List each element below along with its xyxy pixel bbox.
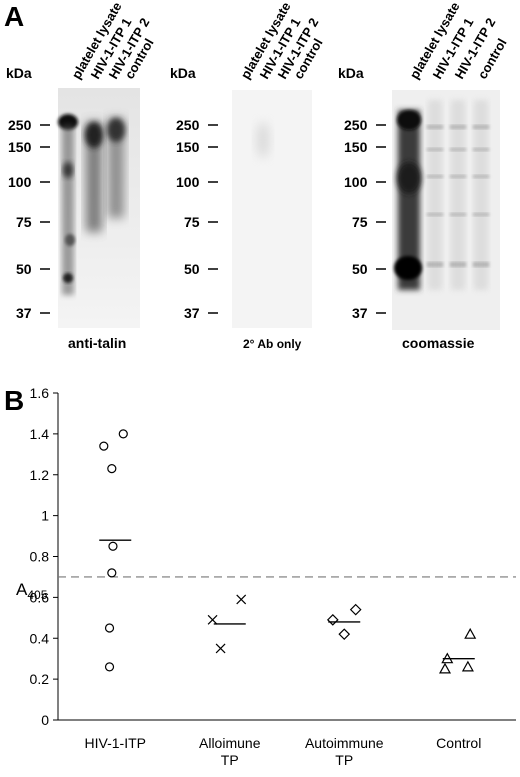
y-axis-label-subscript: 405 (27, 588, 47, 602)
y-tick-label: 0.8 (30, 549, 50, 565)
y-axis-label: A405 (16, 580, 48, 602)
data-point-diamond (338, 628, 351, 641)
data-point-triangle (438, 662, 452, 674)
y-tick-label: 1.6 (30, 385, 50, 401)
panel-a-western-blots: A kDa platelet lysate HIV-1-ITP 1 HIV-1-… (4, 0, 510, 351)
marker-75: 75 (352, 214, 368, 230)
x-category-label: Alloimune TP (199, 735, 261, 768)
data-point-circle (107, 568, 117, 578)
marker-37: 37 (16, 305, 32, 321)
x-category-label-line: HIV-1-ITP (85, 735, 146, 751)
kda-label: kDa (6, 65, 32, 81)
x-category-label-line: TP (221, 752, 239, 768)
y-tick-label: 0 (41, 712, 49, 728)
data-point-x (207, 614, 218, 625)
lane-labels: platelet lysate HIV-1-ITP 1 HIV-1-ITP 2 … (407, 0, 510, 82)
blot-coomassie: kDa platelet lysate HIV-1-ITP 1 HIV-1-IT… (338, 0, 510, 351)
blot-caption-coomassie: coomassie (402, 335, 475, 351)
data-point-circle (104, 623, 115, 633)
mean-lines (99, 539, 475, 660)
blot-caption-anti-talin: anti-talin (68, 335, 126, 351)
lane-labels: platelet lysate HIV-1-ITP 1 HIV-1-ITP 2 … (238, 0, 326, 82)
data-point-circle (107, 464, 117, 474)
marker-250: 250 (176, 117, 200, 133)
y-tick-label: 1.4 (30, 426, 50, 442)
marker-150: 150 (176, 139, 200, 155)
marker-50: 50 (352, 261, 368, 277)
blot-secondary-only: kDa platelet lysate HIV-1-ITP 1 HIV-1-IT… (170, 0, 326, 351)
data-points (99, 429, 477, 674)
panel-b-scatter-chart: B A405 0 0.2 0.4 0.6 0.8 1 1.2 1.4 1.6 HIV-1-ITP… (4, 385, 516, 768)
data-point-diamond (326, 614, 339, 626)
x-category-label-line: Control (436, 735, 481, 751)
kda-label: kDa (170, 65, 196, 81)
blot-membrane (232, 90, 312, 328)
y-ticks: 0 0.2 0.4 0.6 0.8 1 1.2 1.4 1.6 (30, 385, 58, 728)
y-tick-label: 0.6 (30, 589, 50, 605)
data-point-circle (108, 541, 118, 551)
x-category-label: Control (436, 735, 481, 751)
marker-150: 150 (8, 139, 32, 155)
panel-b-letter: B (4, 385, 24, 416)
kda-label: kDa (338, 65, 364, 81)
marker-75: 75 (184, 214, 200, 230)
data-point-x (236, 594, 247, 605)
marker-100: 100 (344, 174, 368, 190)
data-point-circle (99, 441, 109, 451)
x-category-label: HIV-1-ITP (85, 735, 146, 751)
y-tick-label: 1.2 (30, 467, 50, 483)
marker-37: 37 (184, 305, 200, 321)
marker-150: 150 (344, 139, 368, 155)
marker-labels: 250 150 100 75 50 37 (176, 117, 218, 321)
x-category-label-line: Alloimune (199, 735, 261, 751)
x-category-label-line: Autoimmune (305, 735, 384, 751)
data-point-triangle (461, 660, 474, 672)
marker-37: 37 (352, 305, 368, 321)
marker-250: 250 (344, 117, 368, 133)
data-point-triangle (464, 627, 477, 639)
marker-75: 75 (16, 214, 32, 230)
data-point-diamond (349, 603, 362, 616)
data-point-x (215, 643, 226, 654)
blot-caption-secondary-only: 2° Ab only (243, 337, 302, 351)
blot-anti-talin: kDa platelet lysate HIV-1-ITP 1 HIV-1-IT… (6, 0, 157, 351)
marker-labels: 250 150 100 75 50 37 (344, 117, 386, 321)
x-category-label-line: TP (335, 752, 353, 768)
marker-labels: 250 150 100 75 50 37 (8, 117, 50, 321)
lane-labels: platelet lysate HIV-1-ITP 1 HIV-1-ITP 2 … (69, 0, 157, 82)
marker-50: 50 (184, 261, 200, 277)
panel-a-letter: A (4, 1, 24, 32)
marker-50: 50 (16, 261, 32, 277)
y-tick-label: 1 (41, 508, 49, 524)
y-tick-label: 0.4 (30, 630, 50, 646)
marker-100: 100 (176, 174, 200, 190)
y-tick-label: 0.2 (30, 671, 50, 687)
y-axis-label-main: A (16, 580, 28, 599)
data-point-circle (118, 429, 128, 439)
x-category-label: Autoimmune TP (305, 735, 384, 768)
marker-100: 100 (8, 174, 32, 190)
marker-250: 250 (8, 117, 32, 133)
chart-axes (57, 393, 516, 721)
data-point-circle (104, 662, 115, 672)
